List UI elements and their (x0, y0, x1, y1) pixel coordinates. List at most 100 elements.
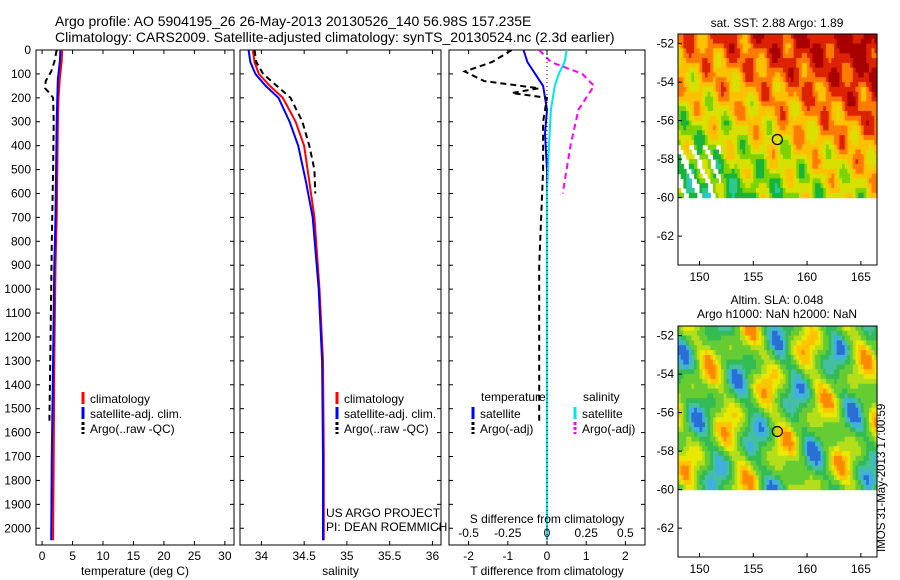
heatmap-cell (766, 427, 770, 433)
heatmap-cell (683, 58, 687, 64)
heatmap-cell (726, 183, 730, 189)
heatmap-cell (739, 91, 744, 98)
heatmap-cell (718, 388, 722, 394)
heatmap-cell (688, 120, 693, 126)
heatmap-cell (807, 393, 811, 399)
heatmap-cell (799, 173, 803, 179)
heatmap-cell (739, 383, 744, 390)
heatmap-cell (704, 115, 709, 122)
heatmap-cell (729, 183, 733, 189)
heatmap-cell (842, 173, 846, 179)
heatmap-cell (874, 111, 878, 117)
x-tick-label: 0 (39, 549, 46, 563)
heatmap-cell (790, 470, 795, 476)
heatmap-cell (713, 398, 717, 404)
heatmap-cell (855, 149, 859, 155)
heatmap-cell (691, 417, 695, 423)
heatmap-cell (726, 91, 730, 98)
heatmap-cell (863, 188, 867, 194)
heatmap-cell (739, 38, 744, 45)
heatmap-cell (764, 431, 768, 438)
heatmap-cell (702, 82, 706, 88)
heatmap-cell (804, 470, 808, 476)
heatmap-cell (715, 340, 719, 346)
heatmap-cell (704, 130, 709, 136)
heatmap-cell (707, 168, 711, 175)
heatmap-cell (834, 101, 838, 107)
heatmap-cell (734, 53, 738, 59)
heatmap-cell (801, 393, 805, 399)
heatmap-cell (691, 168, 695, 175)
heatmap-cell (686, 436, 690, 443)
heatmap-cell (764, 378, 768, 385)
heatmap-cell (831, 58, 835, 64)
heatmap-cell (726, 345, 730, 351)
heatmap-cell (842, 460, 846, 467)
heatmap-cell (729, 350, 733, 356)
heatmap-cell (871, 101, 875, 107)
heatmap-cell (739, 417, 744, 423)
heatmap-cell (842, 34, 846, 40)
heatmap-cell (710, 115, 714, 122)
heatmap-cell (772, 436, 776, 443)
heatmap-cell (774, 144, 779, 151)
heatmap-cell (780, 340, 784, 346)
heatmap-cell (774, 149, 779, 155)
heatmap-cell (723, 115, 727, 122)
heatmap-cell (756, 436, 760, 443)
heatmap-cell (863, 62, 867, 69)
heatmap-cell (731, 431, 736, 438)
heatmap-cell (721, 369, 725, 375)
heatmap-cell (691, 111, 695, 117)
heatmap-cell (694, 67, 698, 74)
heatmap-cell (828, 115, 832, 122)
heatmap-cell (691, 125, 695, 131)
heatmap-cell (739, 173, 744, 179)
heatmap-cell (790, 62, 795, 69)
heatmap-cell (747, 58, 752, 64)
heatmap-cell (799, 188, 803, 194)
heatmap-cell (860, 374, 865, 380)
heatmap-cell (686, 82, 690, 88)
heatmap-cell (774, 374, 779, 380)
heatmap-cell (858, 34, 862, 40)
heatmap-cell (785, 48, 789, 54)
heatmap-cell (831, 120, 835, 126)
heatmap-cell (866, 48, 870, 54)
heatmap-cell (815, 388, 819, 394)
heatmap-cell (750, 120, 754, 126)
heatmap-cell (855, 378, 859, 385)
heatmap-cell (785, 125, 789, 131)
heatmap-cell (718, 168, 722, 175)
heatmap-cell (715, 101, 719, 107)
heatmap-cell (836, 120, 840, 126)
heatmap-cell (855, 340, 859, 346)
heatmap-cell (739, 106, 744, 112)
heatmap-cell (863, 446, 867, 452)
heatmap-cell (796, 359, 800, 366)
heatmap-cell (742, 120, 746, 126)
heatmap-cell (825, 149, 830, 155)
heatmap-cell (680, 101, 684, 107)
heatmap-cell (801, 335, 805, 341)
heatmap-cell (688, 455, 693, 462)
heatmap-cell (764, 106, 768, 112)
heatmap-cell (807, 101, 811, 107)
heatmap-cell (812, 393, 816, 399)
heatmap-cell (847, 48, 851, 54)
heatmap-cell (678, 62, 682, 69)
heatmap-cell (874, 120, 878, 126)
heatmap-cell (723, 130, 727, 136)
heatmap-cell (721, 427, 725, 433)
heatmap-cell (742, 451, 746, 457)
heatmap-cell (812, 330, 816, 337)
heatmap-cell (734, 374, 738, 380)
heatmap-cell (734, 350, 738, 356)
heatmap-cell (694, 398, 698, 404)
heatmap-cell (807, 383, 811, 390)
heatmap-cell (844, 383, 848, 390)
heatmap-cell (828, 398, 832, 404)
heatmap-cell (801, 470, 805, 476)
heatmap-cell (702, 393, 706, 399)
heatmap-cell (796, 53, 800, 59)
